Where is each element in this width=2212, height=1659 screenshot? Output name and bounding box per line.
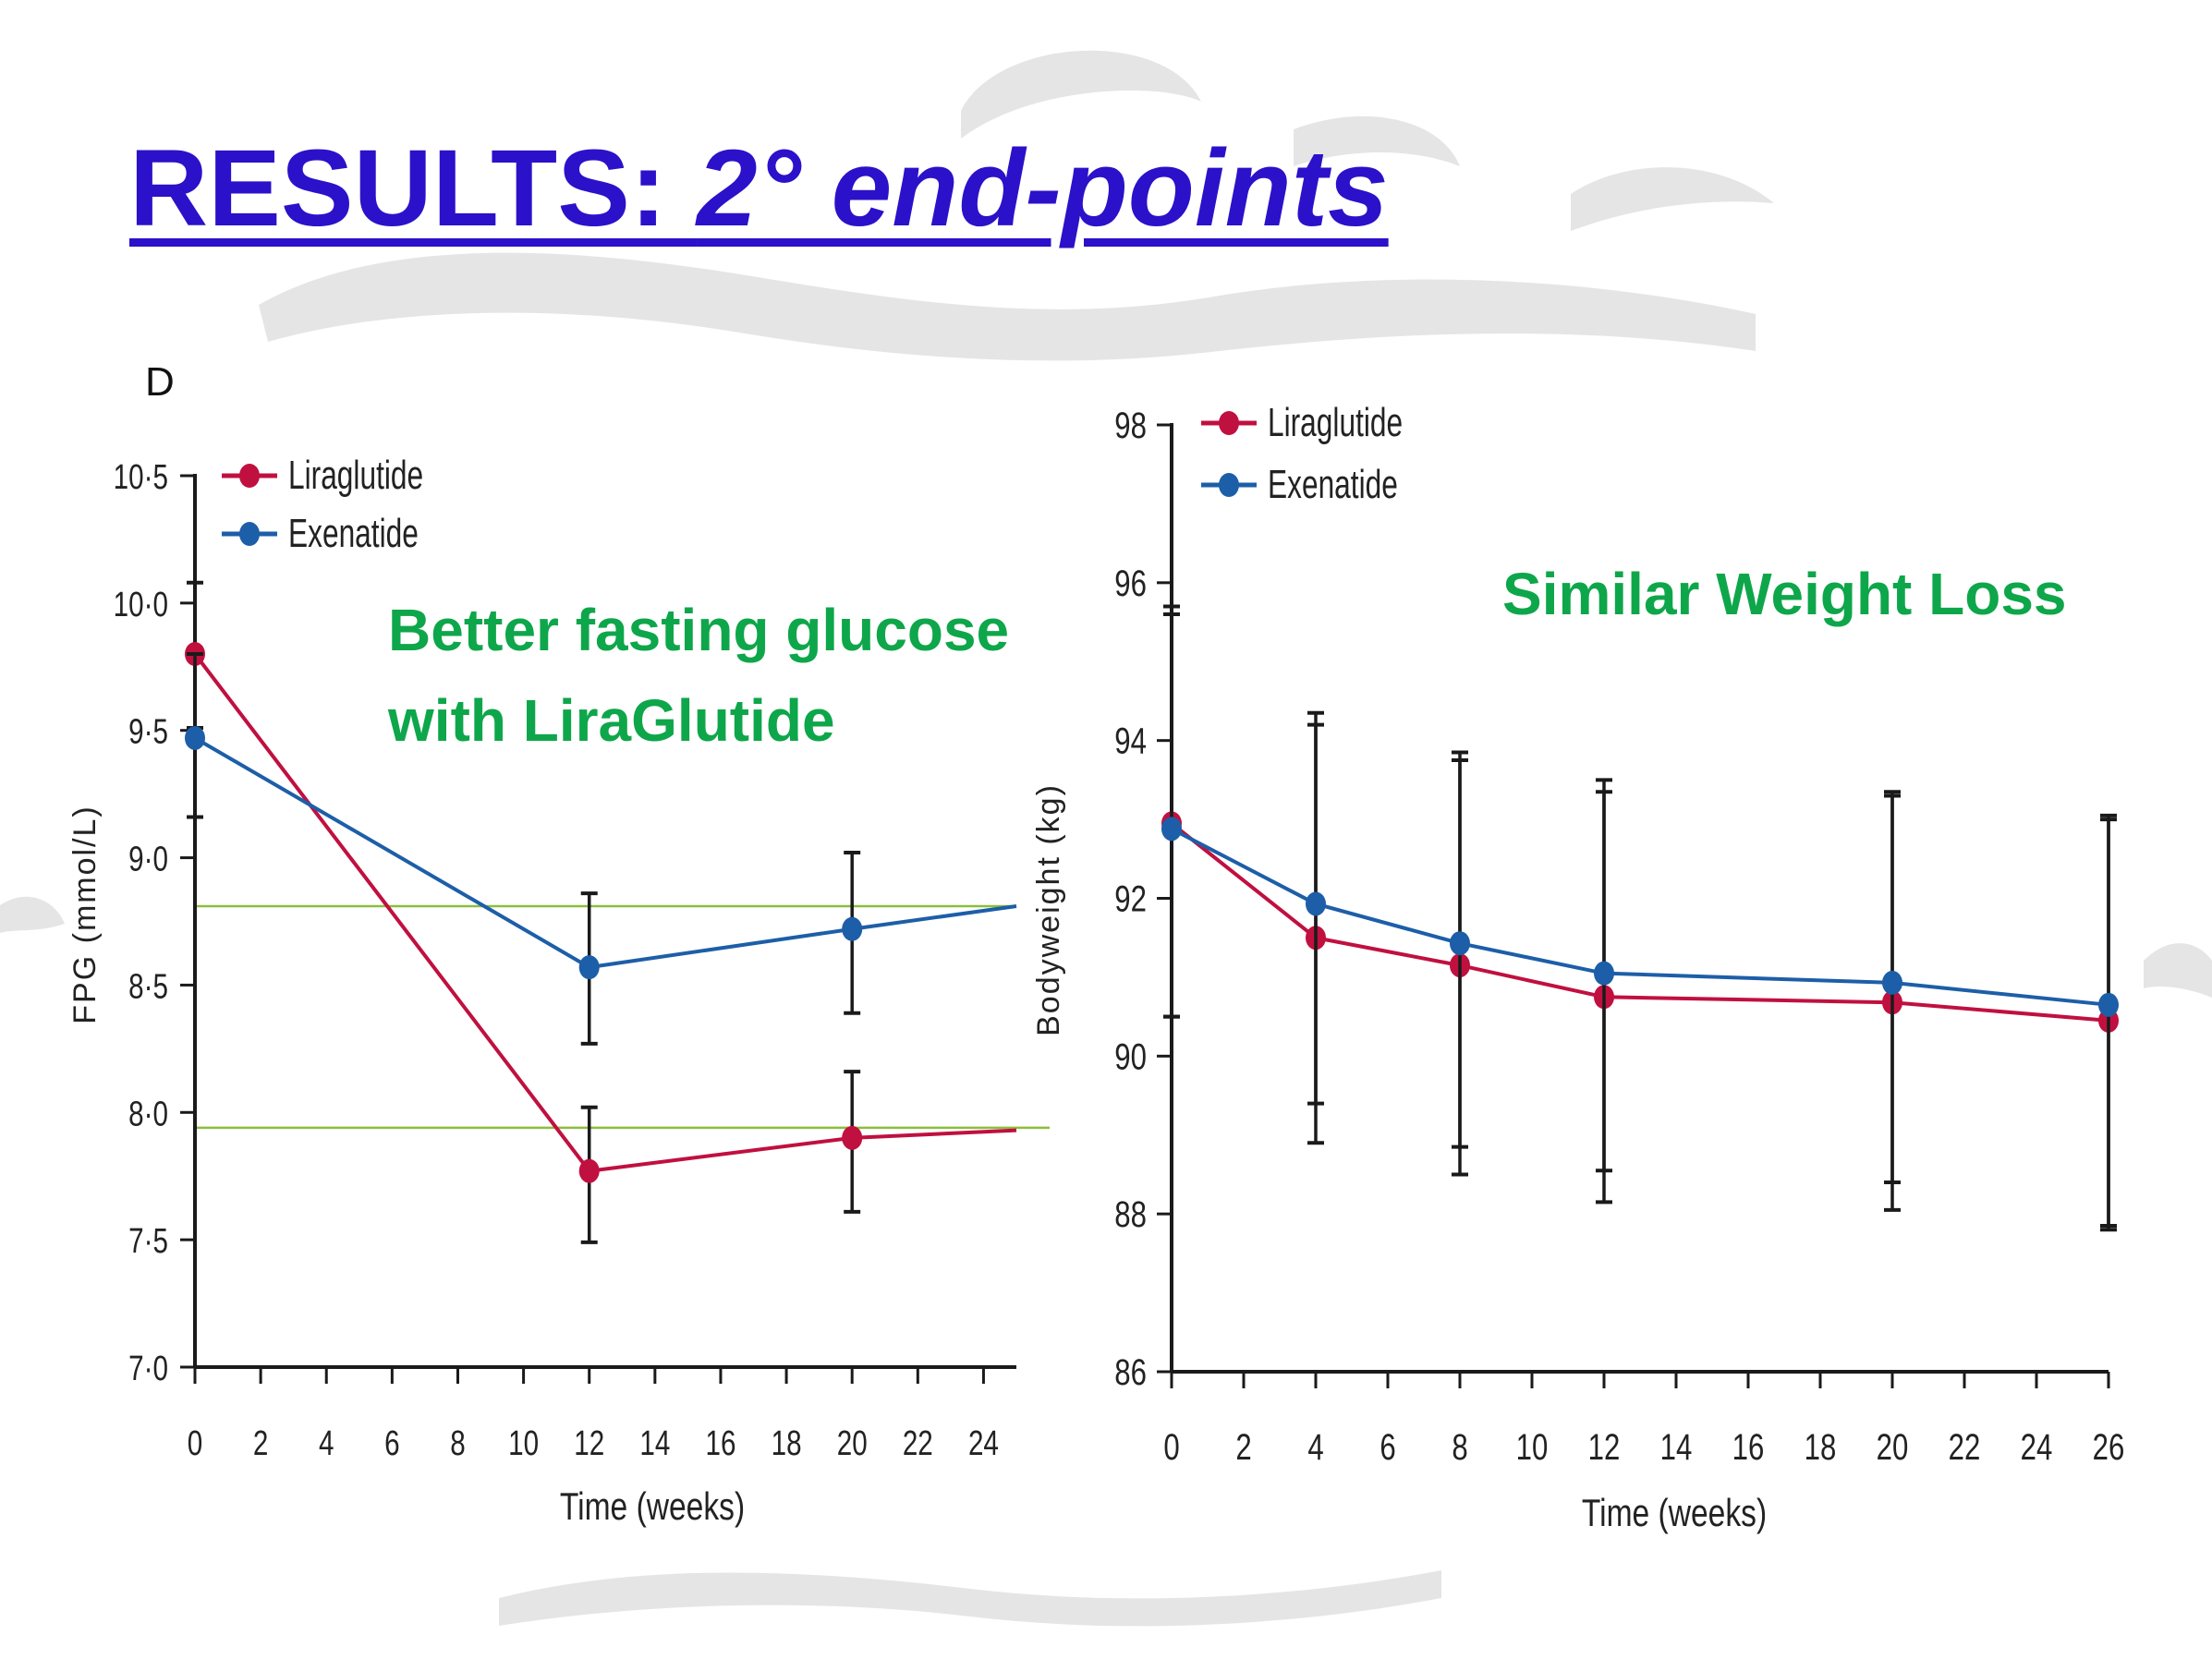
- y-tick-label: 9·5: [128, 712, 168, 751]
- weight-annotation: Similar Weight Loss: [1502, 561, 2067, 627]
- x-tick-label: 20: [837, 1424, 868, 1463]
- x-tick-label: 24: [2021, 1426, 2053, 1468]
- x-tick-label: 2: [1235, 1426, 1251, 1468]
- x-tick-label: 24: [968, 1424, 999, 1463]
- x-tick-label: 20: [1877, 1426, 1909, 1468]
- y-tick-label: 9·0: [128, 840, 168, 878]
- x-tick-label: 18: [772, 1424, 802, 1463]
- x-tick-label: 16: [1732, 1426, 1765, 1468]
- legend-label: Exenatide: [1268, 462, 1398, 507]
- x-axis-label: Time (weeks): [560, 1486, 745, 1529]
- data-point-exenatide: [1161, 817, 1182, 842]
- x-tick-label: 12: [1588, 1426, 1621, 1468]
- x-tick-label: 0: [1163, 1426, 1179, 1468]
- data-point-exenatide: [185, 725, 205, 750]
- x-tick-label: 4: [319, 1424, 334, 1463]
- series-line-exenatide: [1171, 827, 2109, 1007]
- series-line-liraglutide: [193, 652, 1017, 1173]
- fpg-annotation-line-1: Better fasting glucose: [388, 597, 1010, 663]
- y-tick-label: 90: [1114, 1036, 1147, 1078]
- slide-title-emphasis: 2° end-points: [697, 127, 1389, 249]
- slide-title: RESULTS: 2° end-points: [129, 127, 1389, 249]
- y-tick-label: 98: [1114, 405, 1147, 446]
- y-tick-label: 10·5: [114, 458, 168, 497]
- x-tick-label: 10: [1516, 1426, 1549, 1468]
- slide-title-prefix: RESULTS:: [129, 127, 698, 249]
- x-axis-label: Time (weeks): [1582, 1493, 1767, 1535]
- x-tick-label: 0: [188, 1424, 202, 1463]
- x-tick-label: 10: [508, 1424, 539, 1463]
- bg-ornament-bottom: [499, 1570, 1441, 1627]
- data-point-exenatide: [1306, 891, 1326, 916]
- x-tick-label: 12: [574, 1424, 604, 1463]
- x-tick-label: 6: [1379, 1426, 1395, 1468]
- y-tick-label: 7·5: [128, 1222, 168, 1261]
- data-point-liraglutide: [842, 1125, 863, 1150]
- x-tick-label: 18: [1805, 1426, 1837, 1468]
- legend-swatch-dot: [239, 464, 260, 488]
- x-tick-label: 4: [1307, 1426, 1323, 1468]
- x-tick-label: 8: [1452, 1426, 1467, 1468]
- bg-ornament-top: [259, 252, 1756, 361]
- legend-label: Liraglutide: [1268, 400, 1403, 445]
- y-tick-label: 92: [1114, 878, 1147, 920]
- data-point-exenatide: [842, 916, 863, 941]
- y-tick-label: 86: [1114, 1351, 1147, 1393]
- x-tick-label: 22: [1949, 1426, 1981, 1468]
- series-line-liraglutide: [1170, 821, 2109, 1023]
- x-tick-label: 6: [384, 1424, 399, 1463]
- panel-label: D: [145, 359, 175, 405]
- y-tick-label: 10·0: [114, 585, 168, 624]
- legend-label: Liraglutide: [288, 453, 423, 498]
- series-line-exenatide: [193, 736, 1017, 970]
- data-point-exenatide: [578, 955, 600, 980]
- y-tick-label: 94: [1114, 721, 1147, 762]
- data-point-exenatide: [1594, 961, 1614, 986]
- y-tick-label: 96: [1114, 563, 1147, 604]
- fpg-annotation: Better fasting glucose with LiraGlutide: [388, 585, 1009, 766]
- x-tick-label: 26: [2093, 1426, 2125, 1468]
- y-tick-label: 88: [1114, 1193, 1147, 1235]
- x-tick-label: 2: [253, 1424, 268, 1463]
- legend-swatch-dot: [239, 522, 260, 546]
- legend-swatch-dot: [1219, 411, 1239, 435]
- x-tick-label: 22: [903, 1424, 933, 1463]
- legend-swatch-dot: [1219, 473, 1239, 497]
- data-point-liraglutide: [578, 1158, 600, 1183]
- data-point-exenatide: [2098, 992, 2119, 1017]
- x-tick-label: 14: [1660, 1426, 1693, 1468]
- x-tick-label: 16: [705, 1424, 735, 1463]
- y-axis-label: FPG (mmol/L): [67, 805, 103, 1023]
- y-axis-label: Bodyweight (kg): [1031, 783, 1066, 1036]
- fpg-annotation-line-2: with LiraGlutide: [388, 687, 835, 754]
- x-tick-label: 8: [450, 1424, 465, 1463]
- y-tick-label: 7·0: [128, 1350, 168, 1388]
- x-tick-label: 14: [639, 1424, 670, 1463]
- legend-label: Exenatide: [288, 511, 419, 556]
- y-tick-label: 8·0: [128, 1095, 168, 1133]
- y-tick-label: 8·5: [128, 967, 168, 1006]
- data-point-exenatide: [1450, 931, 1470, 956]
- data-point-exenatide: [1882, 970, 1902, 995]
